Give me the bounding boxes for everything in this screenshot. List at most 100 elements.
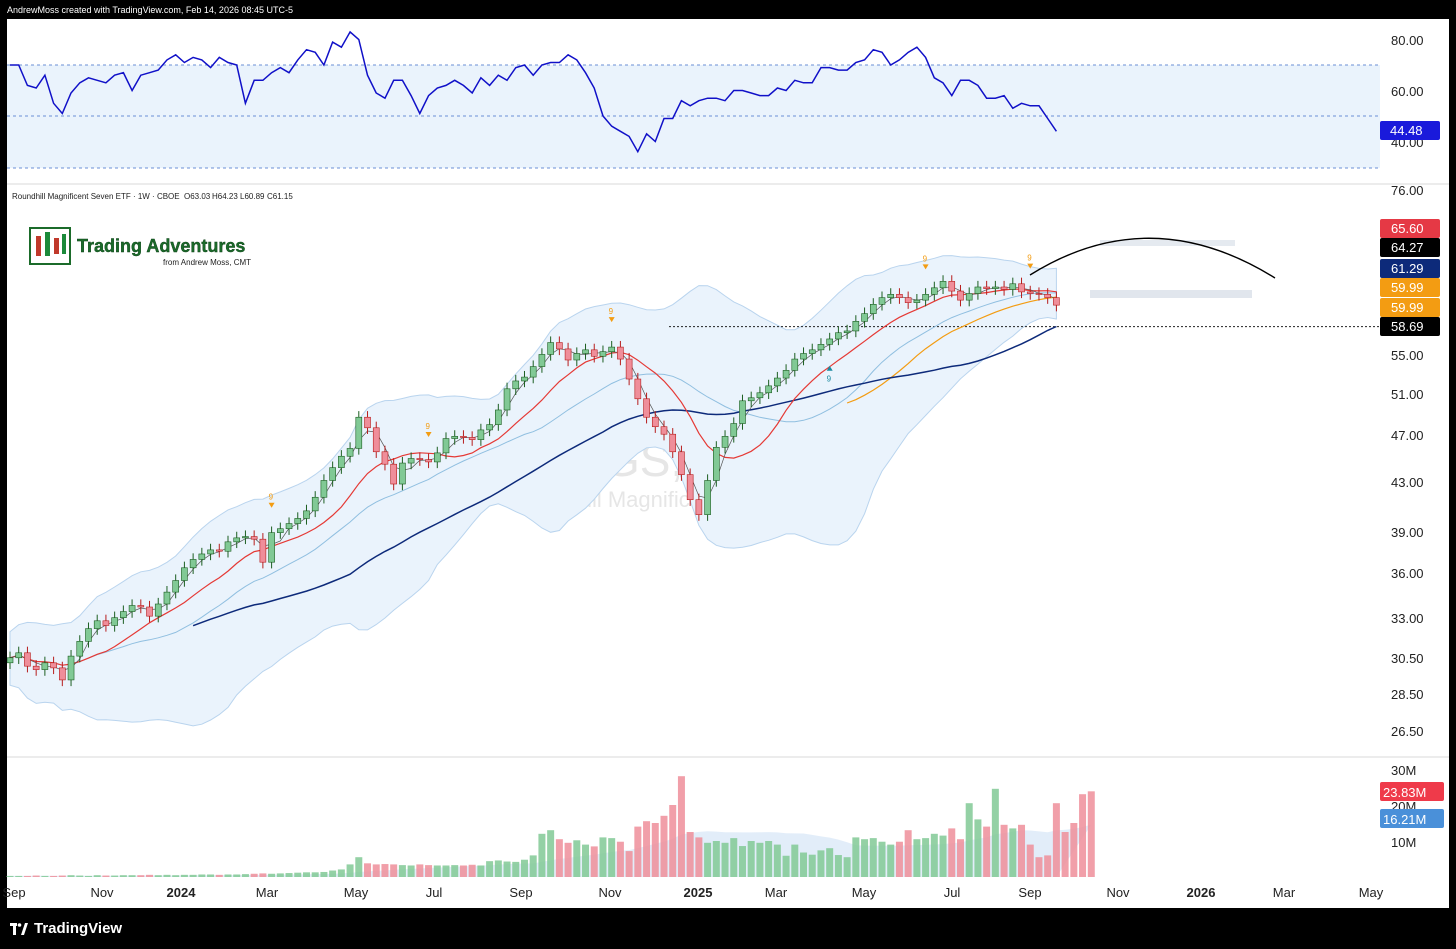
volume-panel: 30M 20M 10M 23.83M 16.21M [6,763,1444,877]
candle-body [878,297,886,305]
rsi-last-value: 44.48 [1390,123,1423,138]
volume-bar [241,874,249,877]
symbol-low: L60.89 [240,192,265,201]
candle-body [686,474,694,501]
candle-body [817,344,825,351]
candle-body [163,591,171,605]
time-tick-label: Mar [256,885,279,900]
volume-bar [119,875,127,877]
sequential-arrow-icon [608,317,615,323]
volume-bar [15,875,23,877]
volume-bar [250,873,258,877]
candle-body [556,342,563,350]
candle-body [285,523,293,530]
candle-body [529,366,537,378]
sma-mid-line [9,292,1057,666]
volume-bar [843,857,851,877]
volume-bar [669,805,677,877]
volume-bar [869,838,877,877]
candle-body [372,427,380,453]
candle-body [181,567,188,581]
time-tick-label: Sep [509,885,532,900]
volume-bar [738,846,746,877]
volume-bar [224,874,232,877]
candle-body [242,536,249,539]
time-tick-label: Sep [1018,885,1041,900]
candle-body [739,400,746,424]
candle-body [695,499,703,515]
volume-bar [608,838,616,877]
volume-bar [198,874,206,877]
candle-body [207,549,214,555]
volume-bar [773,844,781,877]
volume-bar [800,852,808,877]
price-tick-label: 39.00 [1391,525,1424,540]
price-label-value: 59.99 [1391,280,1424,295]
volume-bar [163,874,171,877]
rsi-panel: 80.00 60.00 40.00 44.48 [7,30,1440,169]
time-tick-label: Jul [426,885,443,900]
logo-subtitle: from Andrew Moss, CMT [163,258,251,267]
candle-body [948,281,956,292]
volume-bar [425,865,433,877]
candle-body [922,294,929,301]
candle-body [268,532,275,563]
volume-bar [913,839,921,877]
candle-body [564,348,572,361]
volume-bar [686,832,694,877]
candle-body [643,398,650,418]
candle-body [294,518,302,524]
volume-bar [704,842,712,877]
price-label-badge [1380,219,1440,238]
sequential-count: 9 [269,493,274,502]
volume-bar [1035,857,1043,877]
volume-bar [67,875,75,877]
volume-bar [128,875,136,877]
volume-bar [416,864,424,877]
volume-bar [41,875,49,877]
volume-bar [111,875,119,877]
volume-bar [643,821,651,877]
support-zone [1090,290,1252,298]
volume-bar [808,854,816,877]
price-label-badge [1380,278,1440,297]
candle-body [460,436,467,438]
volume-bar [346,864,354,877]
time-tick-label: Mar [765,885,788,900]
volume-bar [477,865,485,877]
time-tick-label: Jul [944,885,961,900]
volume-bar [189,874,197,877]
vol-last-badge [1380,782,1444,801]
candle-body [1026,291,1034,294]
candle-body [137,605,145,608]
volume-bar [529,855,537,877]
candle-body [704,480,711,515]
candle-body [477,429,485,440]
volume-bar [390,864,398,877]
candle-body [660,426,668,435]
candle-body [172,580,179,593]
time-tick-label: 2025 [684,885,713,900]
volume-bar [625,851,633,877]
volume-bar [276,873,284,877]
candle-body [669,433,677,453]
price-axis: 76.00 55.00 51.00 47.00 43.00 39.00 36.00 33.00… [1391,183,1424,739]
candles-group [7,275,1060,687]
tradingview-logo[interactable]: TradingView [10,920,122,937]
sequential-markers: 9 9 9 9 9 9 [268,254,1034,508]
candle-body [189,559,197,569]
candle-body [442,438,450,454]
candle-body [765,385,772,394]
candle-body [486,424,493,431]
volume-bar [355,857,363,877]
volume-bar [651,823,659,877]
vol-last-value: 23.83M [1383,785,1426,800]
candle-body [957,290,964,301]
candle-body [24,652,31,667]
volume-bar [154,875,162,877]
price-label-value: 65.60 [1391,221,1424,236]
candle-body [861,313,868,322]
volume-bar [852,837,860,877]
volume-bar [791,844,799,877]
